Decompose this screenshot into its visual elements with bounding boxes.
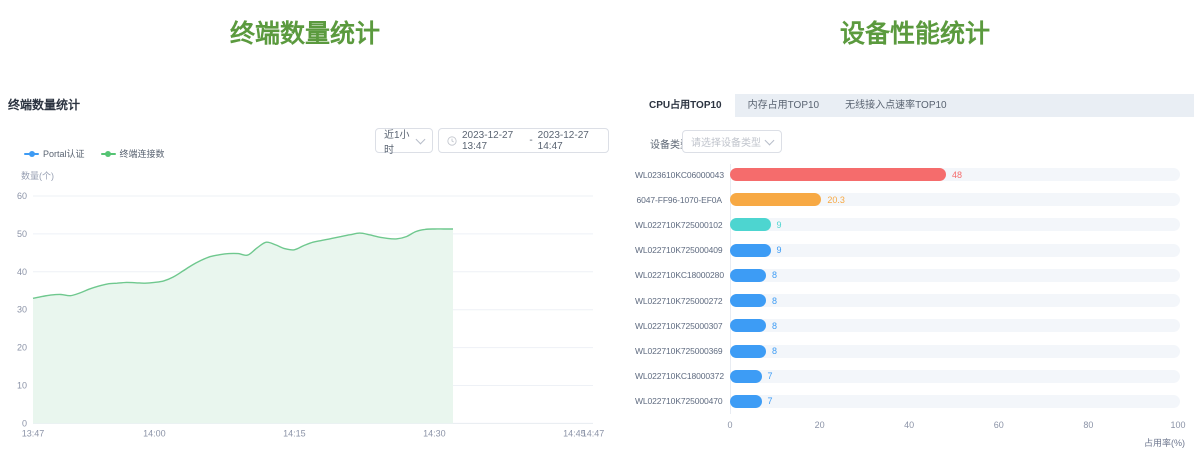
- chevron-down-icon: [416, 134, 426, 144]
- time-range-select-value: 近1小时: [384, 126, 417, 156]
- bar-chart-x-tick: 0: [715, 420, 745, 430]
- bar[interactable]: [730, 294, 766, 307]
- bar-track: 9: [730, 244, 1180, 257]
- date-range-end: 2023-12-27 14:47: [538, 130, 600, 152]
- bar-row: WL022710K725000409 9: [635, 244, 1180, 257]
- bar-value-label: 8: [772, 346, 777, 356]
- bar-track: 8: [730, 294, 1180, 307]
- svg-text:13:47: 13:47: [22, 428, 45, 438]
- bar-value-label: 9: [777, 220, 782, 230]
- bar-chart-x-tick: 100: [1163, 420, 1193, 430]
- bar-chart-x-tick: 60: [984, 420, 1014, 430]
- bar-chart-x-tick: 20: [805, 420, 835, 430]
- bar-category-label: WL022710K725000272: [635, 296, 730, 306]
- bar[interactable]: [730, 395, 762, 408]
- svg-text:60: 60: [17, 191, 27, 201]
- svg-text:20: 20: [17, 343, 27, 353]
- bar-row: WL022710KC18000280 8: [635, 269, 1180, 282]
- svg-text:50: 50: [17, 229, 27, 239]
- device-type-placeholder: 请选择设备类型: [691, 134, 761, 149]
- bar[interactable]: [730, 269, 766, 282]
- svg-text:40: 40: [17, 267, 27, 277]
- tab-0[interactable]: CPU占用TOP10: [636, 94, 735, 117]
- bar[interactable]: [730, 345, 766, 358]
- bar-track: 20.3: [730, 193, 1180, 206]
- clock-icon: [447, 136, 457, 146]
- legend-marker-portal-icon: [24, 150, 39, 158]
- svg-text:14:47: 14:47: [582, 428, 605, 438]
- time-range-select[interactable]: 近1小时: [375, 128, 433, 153]
- bar-chart-x-tick: 80: [1073, 420, 1103, 430]
- date-range-separator: -: [529, 135, 532, 146]
- legend-item-portal[interactable]: Portal认证: [24, 147, 85, 160]
- legend-label-terminal-connections: 终端连接数: [120, 147, 165, 160]
- bar-chart-x-axis-name: 占用率(%): [1100, 436, 1185, 449]
- legend-item-terminal-connections[interactable]: 终端连接数: [101, 147, 165, 160]
- bar-category-label: WL022710K725000307: [635, 321, 730, 331]
- bar-chart-x-tick: 40: [894, 420, 924, 430]
- bar-value-label: 9: [777, 245, 782, 255]
- bar-category-label: WL022710KC18000280: [635, 270, 730, 280]
- terminal-count-line-chart: 010203040506013:4714:0014:1514:3014:4514…: [0, 186, 610, 452]
- bar-track: 8: [730, 319, 1180, 332]
- bar-row: WL023610KC06000043 48: [635, 168, 1180, 181]
- bar-category-label: WL022710K725000369: [635, 346, 730, 356]
- legend-marker-terminal-icon: [101, 150, 116, 158]
- bar-track: 7: [730, 370, 1180, 383]
- bar-row: WL022710K725000470 7: [635, 395, 1180, 408]
- bar[interactable]: [730, 168, 946, 181]
- bar-track: 8: [730, 269, 1180, 282]
- y-axis-name: 数量(个): [21, 169, 54, 182]
- cpu-top10-bar-chart: WL023610KC06000043 48 6047-FF96-1070-EF0A 2…: [635, 168, 1180, 408]
- performance-tabs: CPU占用TOP10内存占用TOP10无线接入点速率TOP10: [636, 94, 1194, 117]
- bar-value-label: 20.3: [827, 195, 845, 205]
- bar-row: 6047-FF96-1070-EF0A 20.3: [635, 193, 1180, 206]
- bar[interactable]: [730, 244, 771, 257]
- bar-category-label: 6047-FF96-1070-EF0A: [635, 195, 730, 205]
- bar-value-label: 8: [772, 270, 777, 280]
- bar-category-label: WL022710KC18000372: [635, 371, 730, 381]
- bar-row: WL022710K725000307 8: [635, 319, 1180, 332]
- bar-value-label: 48: [952, 170, 962, 180]
- bar[interactable]: [730, 319, 766, 332]
- bar-row: WL022710K725000272 8: [635, 294, 1180, 307]
- svg-text:10: 10: [17, 381, 27, 391]
- bar-category-label: WL022710K725000102: [635, 220, 730, 230]
- bar-value-label: 8: [772, 296, 777, 306]
- bar-value-label: 8: [772, 321, 777, 331]
- svg-text:14:00: 14:00: [143, 428, 166, 438]
- bar-category-label: WL022710K725000409: [635, 245, 730, 255]
- device-type-select[interactable]: 请选择设备类型: [682, 130, 782, 153]
- svg-text:30: 30: [17, 305, 27, 315]
- chart-legend: Portal认证 终端连接数: [24, 147, 165, 160]
- bar-value-label: 7: [768, 371, 773, 381]
- tab-1[interactable]: 内存占用TOP10: [735, 94, 833, 117]
- bar-value-label: 7: [768, 396, 773, 406]
- legend-label-portal: Portal认证: [43, 147, 85, 160]
- right-page-title: 设备性能统计: [635, 14, 1195, 50]
- svg-text:14:30: 14:30: [423, 428, 446, 438]
- tab-2[interactable]: 无线接入点速率TOP10: [832, 94, 960, 117]
- terminal-count-card-title: 终端数量统计: [8, 96, 80, 113]
- bar[interactable]: [730, 370, 762, 383]
- bar-track: 7: [730, 395, 1180, 408]
- bar-track: 9: [730, 218, 1180, 231]
- bar-track: 48: [730, 168, 1180, 181]
- svg-text:0: 0: [22, 418, 27, 428]
- left-page-title: 终端数量统计: [0, 14, 610, 50]
- bar-row: WL022710KC18000372 7: [635, 370, 1180, 383]
- bar-category-label: WL023610KC06000043: [635, 170, 730, 180]
- bar[interactable]: [730, 193, 821, 206]
- bar-category-label: WL022710K725000470: [635, 396, 730, 406]
- date-range-start: 2023-12-27 13:47: [462, 130, 524, 152]
- dashboard: 终端数量统计 终端数量统计 近1小时 2023-12-27 13:47 - 20…: [0, 0, 1200, 456]
- bar-row: WL022710K725000102 9: [635, 218, 1180, 231]
- bar[interactable]: [730, 218, 771, 231]
- bar-track: 8: [730, 345, 1180, 358]
- svg-text:14:15: 14:15: [283, 428, 306, 438]
- bar-row: WL022710K725000369 8: [635, 345, 1180, 358]
- chevron-down-icon: [765, 135, 775, 145]
- date-range-picker[interactable]: 2023-12-27 13:47 - 2023-12-27 14:47: [438, 128, 609, 153]
